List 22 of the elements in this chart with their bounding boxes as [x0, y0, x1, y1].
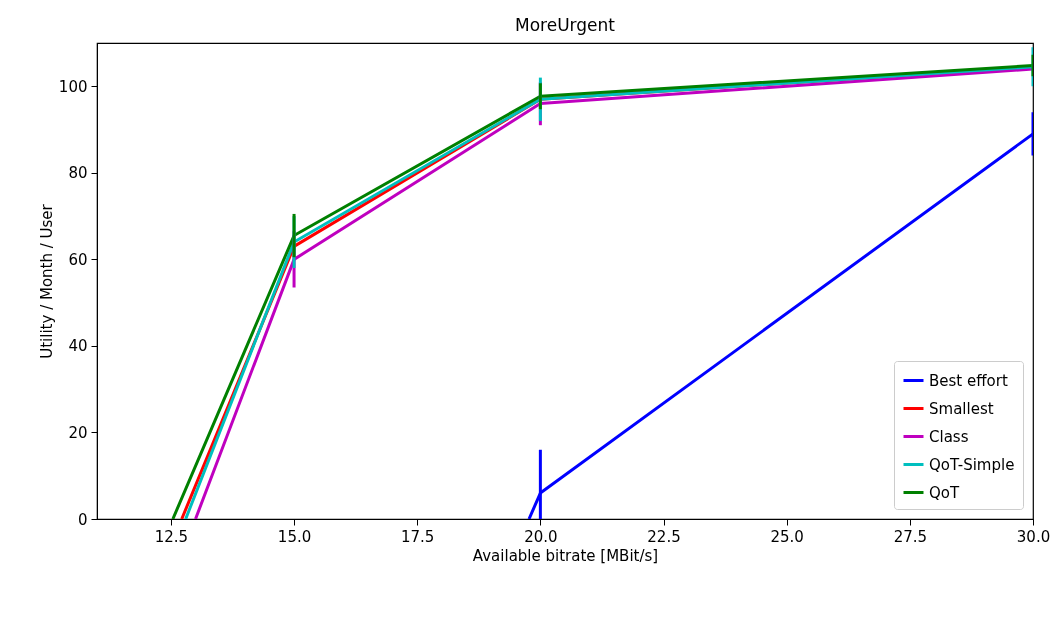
- x-tick-label: 30.0: [1016, 527, 1051, 546]
- legend-label: Best effort: [929, 371, 1008, 390]
- y-tick-label: 0: [77, 510, 88, 529]
- y-axis-title: Utility / Month / User: [37, 203, 56, 359]
- y-tick-label: 80: [68, 164, 88, 183]
- y-tick-label: 20: [68, 423, 88, 442]
- y-tick-label: 100: [58, 77, 88, 96]
- legend-label: Smallest: [929, 399, 994, 418]
- chart-title: MoreUrgent: [515, 15, 616, 35]
- y-tick-label: 60: [68, 250, 88, 269]
- legend-label: Class: [929, 427, 969, 446]
- x-tick-label: 25.0: [770, 527, 804, 546]
- x-axis-title: Available bitrate [MBit/s]: [472, 546, 659, 565]
- x-tick-label: 15.0: [277, 527, 312, 546]
- legend-label: QoT: [929, 483, 960, 502]
- y-tick-label: 40: [68, 337, 88, 356]
- x-tick-label: 17.5: [401, 527, 435, 546]
- legend-label: QoT-Simple: [929, 455, 1015, 474]
- x-tick-label: 27.5: [893, 527, 928, 546]
- x-tick-label: 20.0: [524, 527, 558, 546]
- x-tick-label: 22.5: [647, 527, 681, 546]
- x-tick-label: 12.5: [154, 527, 189, 546]
